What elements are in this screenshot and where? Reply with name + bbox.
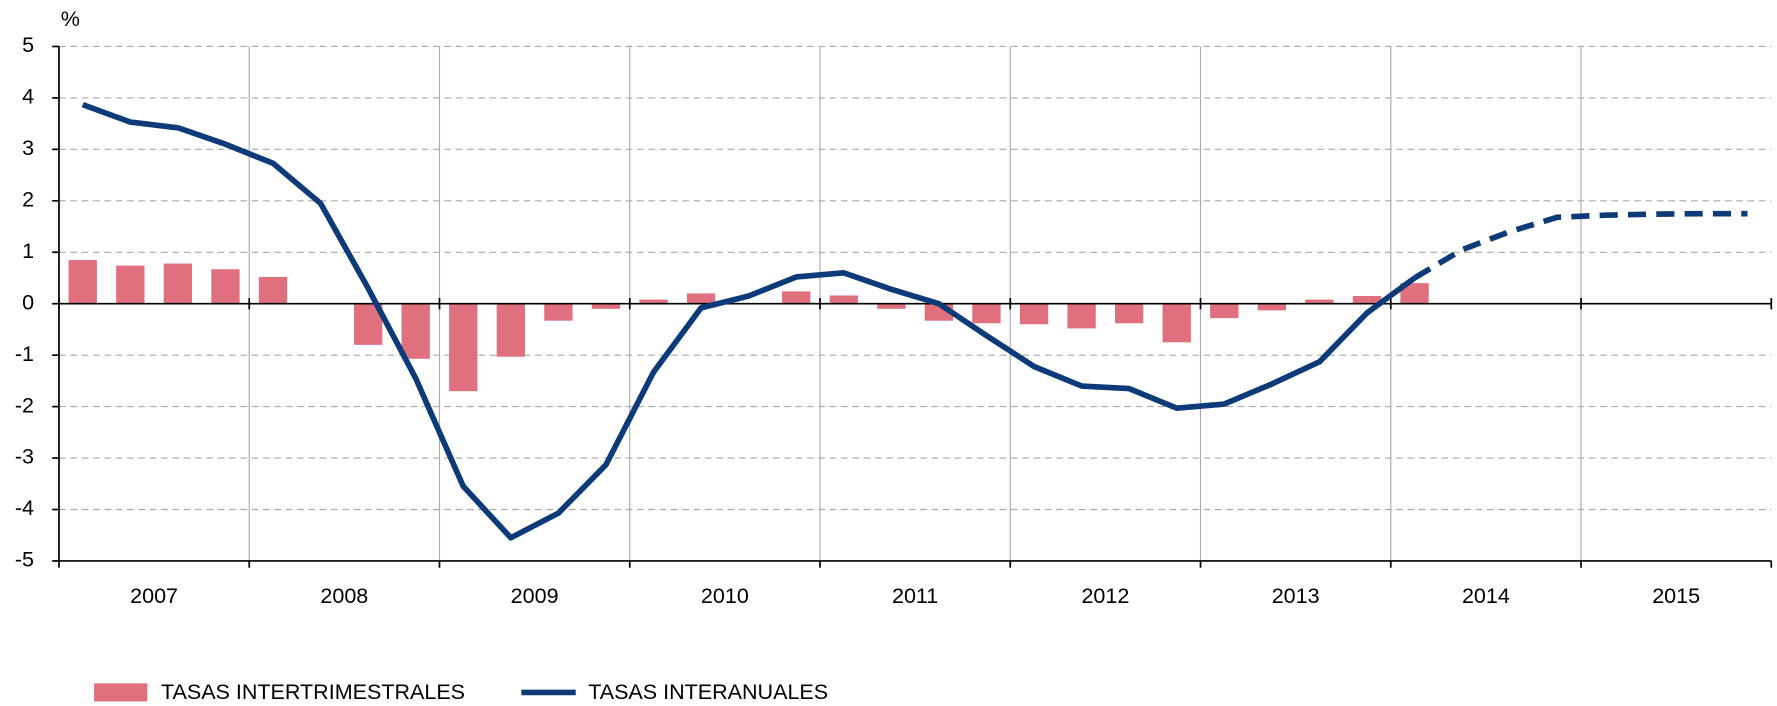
y-tick-label: -1 <box>15 342 34 366</box>
y-tick-label: -3 <box>15 445 34 469</box>
bar <box>1352 295 1382 304</box>
x-tick-label: 2013 <box>1272 584 1320 608</box>
x-tick-label: 2011 <box>892 584 938 608</box>
bar <box>116 265 145 304</box>
bar <box>496 303 526 357</box>
bar <box>1067 303 1096 329</box>
bar <box>1305 299 1334 304</box>
bar <box>972 303 1001 324</box>
bar <box>1210 303 1239 319</box>
legend-label: TASAS INTERANUALES <box>588 680 828 704</box>
bar <box>1257 303 1287 311</box>
x-tick-label: 2014 <box>1462 584 1510 608</box>
bar <box>68 259 97 304</box>
y-tick-label: 0 <box>22 290 34 314</box>
bar <box>544 303 573 321</box>
bar <box>1019 303 1049 325</box>
y-tick-label: 1 <box>22 239 34 263</box>
y-tick-label: -4 <box>15 496 34 520</box>
x-tick-label: 2007 <box>130 584 178 608</box>
bar <box>639 299 668 304</box>
line-series <box>81 101 1417 541</box>
bar <box>1115 303 1144 324</box>
bar <box>449 303 478 392</box>
bar <box>591 303 621 309</box>
bar <box>829 295 858 304</box>
y-tick-label: 3 <box>22 136 34 160</box>
y-tick-label: 4 <box>22 85 34 109</box>
bar <box>163 263 193 304</box>
line-series-projection <box>1413 210 1748 281</box>
bar <box>401 303 430 359</box>
bar <box>1162 303 1191 343</box>
x-tick-label: 2015 <box>1652 584 1700 608</box>
y-tick-label: -2 <box>15 393 34 417</box>
x-tick-label: 2012 <box>1081 584 1129 608</box>
legend-swatch <box>94 683 148 702</box>
y-tick-label: 2 <box>22 187 34 211</box>
bar <box>211 269 240 304</box>
bar <box>686 293 716 304</box>
bar <box>877 303 906 309</box>
x-tick-label: 2008 <box>320 584 368 608</box>
y-tick-label: -5 <box>15 548 34 572</box>
x-tick-label: 2009 <box>511 584 559 608</box>
legend-label: TASAS INTERTRIMESTRALES <box>161 680 465 704</box>
x-tick-label: 2010 <box>701 584 749 608</box>
y-unit-label: % <box>61 7 80 31</box>
bar <box>782 291 811 304</box>
bar <box>1400 283 1429 304</box>
bar <box>258 276 288 304</box>
y-tick-label: 5 <box>22 33 34 57</box>
